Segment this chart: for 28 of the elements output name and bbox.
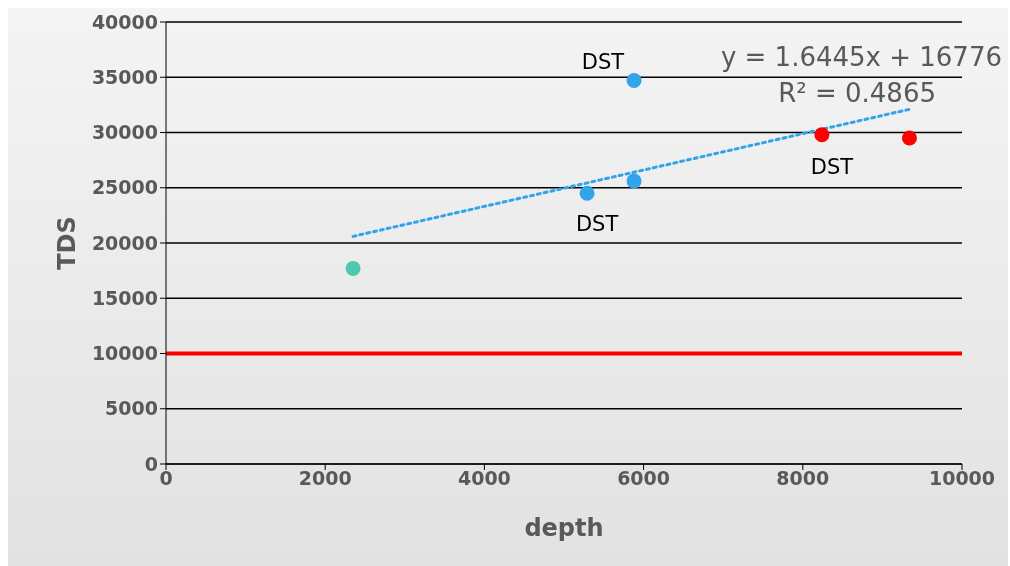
x-tick-label: 6000: [617, 467, 671, 490]
x-tick-label: 0: [159, 467, 173, 490]
point: [814, 127, 830, 143]
point: [901, 130, 917, 146]
point: [626, 173, 642, 189]
annotation: DST: [575, 212, 619, 237]
y-axis-title: TDS: [52, 216, 81, 270]
x-tick-label: 2000: [298, 467, 352, 490]
y-tick-label: 5000: [105, 397, 158, 420]
x-tick-label: 4000: [457, 467, 511, 490]
point: [626, 73, 642, 89]
y-tick-label: 40000: [91, 10, 158, 33]
y-tick-label: 0: [144, 452, 158, 475]
y-tick-label: 30000: [91, 121, 158, 144]
annotation: y = 1.6445x + 16776: [720, 42, 1002, 72]
y-tick-label: 25000: [91, 176, 158, 199]
y-tick-label: 35000: [91, 66, 158, 88]
y-tick-label: 10000: [91, 342, 158, 365]
y-tick-label: 20000: [91, 231, 158, 254]
annotation: DST: [810, 154, 854, 179]
x-tick-label: 10000: [928, 467, 996, 490]
point: [579, 185, 595, 201]
y-tick-label: 15000: [91, 286, 158, 309]
x-axis-title: depth: [524, 514, 604, 542]
point: [345, 260, 361, 276]
x-tick-label: 8000: [776, 467, 830, 490]
annotation: DST: [581, 49, 625, 74]
annotation: R² = 0.4865: [778, 78, 936, 108]
